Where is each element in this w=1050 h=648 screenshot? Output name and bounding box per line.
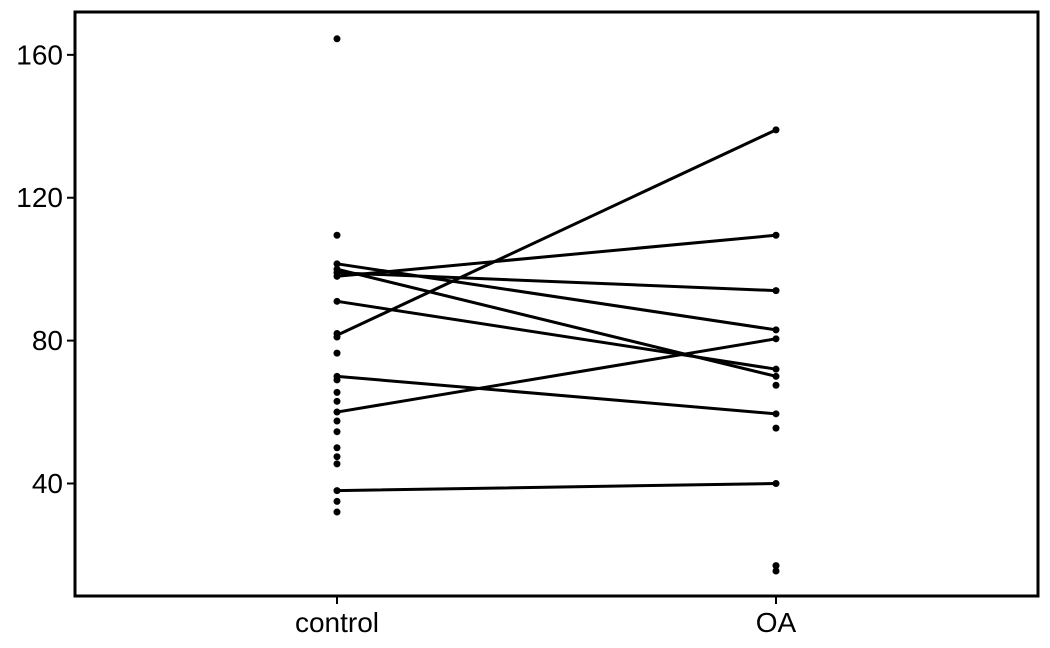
point-OA-8 [772, 410, 780, 418]
point-control-9 [333, 349, 341, 357]
point-OA-11 [772, 562, 780, 570]
point-control-2 [333, 260, 341, 268]
point-OA-4 [772, 335, 780, 343]
pair-lines [335, 128, 778, 493]
point-OA-6 [772, 372, 780, 380]
point-OA-5 [772, 365, 780, 373]
point-control-15 [333, 417, 341, 425]
y-tick-label-120: 120 [16, 182, 63, 213]
point-control-19 [333, 460, 341, 468]
pair-line-2 [335, 271, 778, 293]
pair-line-1 [335, 233, 778, 278]
pair-line-6 [335, 374, 778, 416]
y-tick-label-160: 160 [16, 39, 63, 70]
point-control-1 [333, 231, 341, 239]
point-OA-12 [772, 567, 780, 575]
x-tick-label-control: control [295, 607, 379, 638]
point-control-13 [333, 397, 341, 405]
y-tick-label-80: 80 [32, 325, 63, 356]
point-control-12 [333, 388, 341, 396]
point-control-20 [333, 487, 341, 495]
point-OA-2 [772, 287, 780, 295]
point-control-5 [333, 272, 341, 280]
y-tick-label-40: 40 [32, 468, 63, 499]
x-tick-label-OA: OA [756, 607, 797, 638]
point-control-16 [333, 428, 341, 436]
pair-line-5 [335, 299, 778, 371]
point-control-21 [333, 497, 341, 505]
y-axis: 40 80 120 160 [16, 39, 75, 499]
point-OA-1 [772, 231, 780, 239]
point-OA-9 [772, 424, 780, 432]
point-control-22 [333, 508, 341, 516]
point-OA-7 [772, 381, 780, 389]
point-control-18 [333, 453, 341, 461]
point-OA-3 [772, 326, 780, 334]
point-control-17 [333, 444, 341, 452]
point-control-14 [333, 408, 341, 416]
point-OA-10 [772, 479, 780, 487]
pair-line-3 [335, 262, 778, 332]
point-control-8 [333, 333, 341, 341]
pair-line-7 [335, 337, 778, 414]
point-control-0 [333, 35, 341, 43]
point-control-6 [333, 297, 341, 305]
x-axis: control OA [295, 596, 797, 638]
data-points [333, 35, 780, 575]
point-control-11 [333, 376, 341, 384]
pair-line-8 [335, 481, 778, 493]
pair-line-0 [335, 128, 778, 337]
point-OA-0 [772, 126, 780, 134]
plot-panel [73, 10, 1040, 598]
